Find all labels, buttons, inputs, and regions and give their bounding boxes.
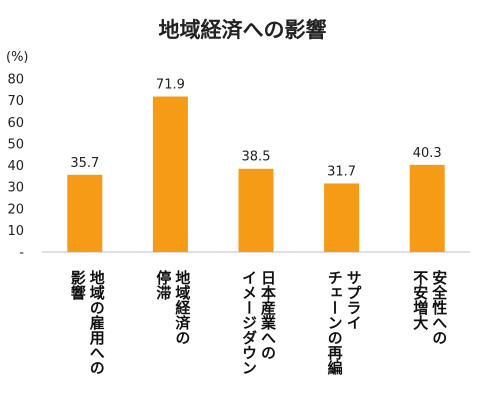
y-tick-label: 10 xyxy=(7,224,24,239)
x-category-label: 日本産業への イメージダウン xyxy=(240,270,277,375)
bar-data-label: 40.3 xyxy=(413,146,442,161)
y-tick-label: 70 xyxy=(7,94,24,109)
bar xyxy=(152,96,188,252)
bar xyxy=(409,164,445,252)
y-tick-label: 40 xyxy=(7,159,24,174)
y-tick-label: - xyxy=(19,246,24,261)
bar xyxy=(324,183,360,252)
y-tick-label: 60 xyxy=(7,116,24,131)
bar-data-label: 31.7 xyxy=(327,164,356,179)
bar xyxy=(238,168,274,252)
x-category-label: サプライ チェーンの再編 xyxy=(325,270,363,375)
y-tick-label: 30 xyxy=(7,181,24,196)
y-tick-label: 80 xyxy=(7,73,24,88)
bar xyxy=(67,174,103,252)
y-axis-unit-label: (%) xyxy=(6,50,29,65)
x-category-label: 安全性への 不安増大 xyxy=(411,270,449,345)
bar-data-label: 38.5 xyxy=(242,150,271,165)
y-tick-label: 20 xyxy=(7,202,24,217)
bar-data-label: 71.9 xyxy=(156,78,185,93)
x-category-label: 地域の雇用への 影響 xyxy=(68,270,106,375)
bar-data-label: 35.7 xyxy=(70,156,99,171)
chart-title: 地域経済への影響 xyxy=(158,18,327,42)
x-category-label: 地域経済の 停滞 xyxy=(154,270,192,345)
y-tick-label: 50 xyxy=(7,137,24,152)
